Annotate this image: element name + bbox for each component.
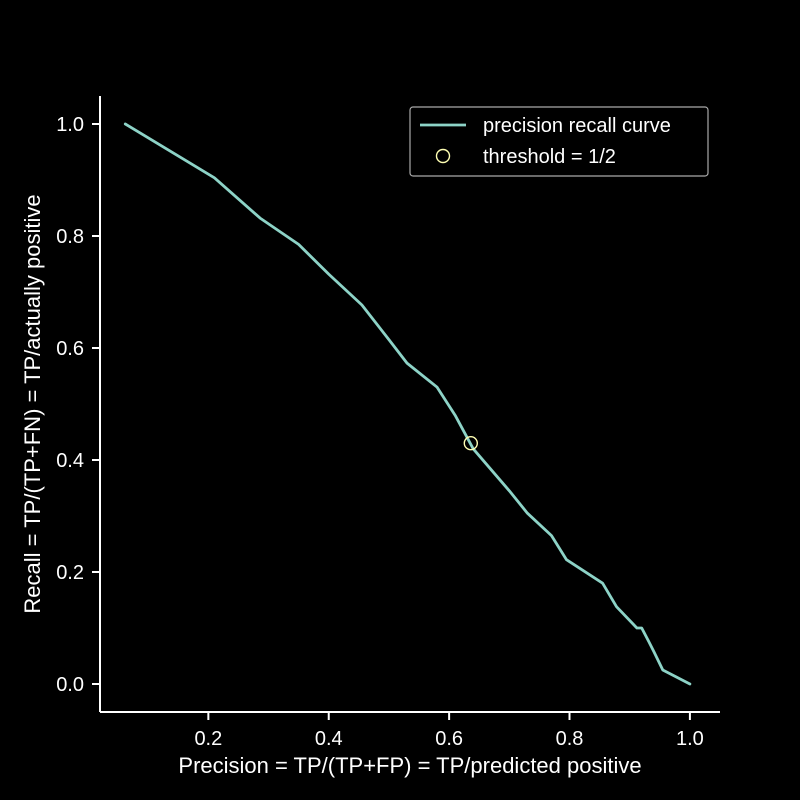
- x-tick-label: 0.8: [556, 728, 584, 750]
- x-tick-label: 0.6: [435, 728, 463, 750]
- precision-recall-curve-line: [123, 122, 692, 686]
- y-tick-label: 0.8: [56, 226, 84, 248]
- y-tick-label: 0.2: [56, 562, 84, 584]
- legend: precision recall curve threshold = 1/2: [409, 106, 709, 177]
- threshold-marker: [463, 436, 478, 451]
- y-tick-label: 1.0: [56, 114, 84, 136]
- plot-area: [123, 122, 692, 686]
- y-axis-label: Recall = TP/(TP+FN) = TP/actually positi…: [20, 194, 45, 613]
- legend-frame: [409, 106, 709, 177]
- legend-label-curve: precision recall curve: [483, 115, 671, 137]
- x-axis-label: Precision = TP/(TP+FP) = TP/predicted po…: [178, 753, 641, 778]
- x-tick-label: 0.4: [315, 728, 343, 750]
- y-ticks: 0.0 0.2 0.4 0.6 0.8 1.0: [56, 114, 100, 696]
- legend-marker-swatch: [435, 148, 451, 164]
- x-tick-label: 0.2: [194, 728, 222, 750]
- y-tick-label: 0.6: [56, 338, 84, 360]
- y-tick-label: 0.0: [56, 674, 84, 696]
- legend-label-threshold: threshold = 1/2: [483, 146, 616, 168]
- y-tick-label: 0.4: [56, 450, 84, 472]
- x-tick-label: 1.0: [676, 728, 704, 750]
- x-ticks: 0.2 0.4 0.6 0.8 1.0: [194, 712, 704, 750]
